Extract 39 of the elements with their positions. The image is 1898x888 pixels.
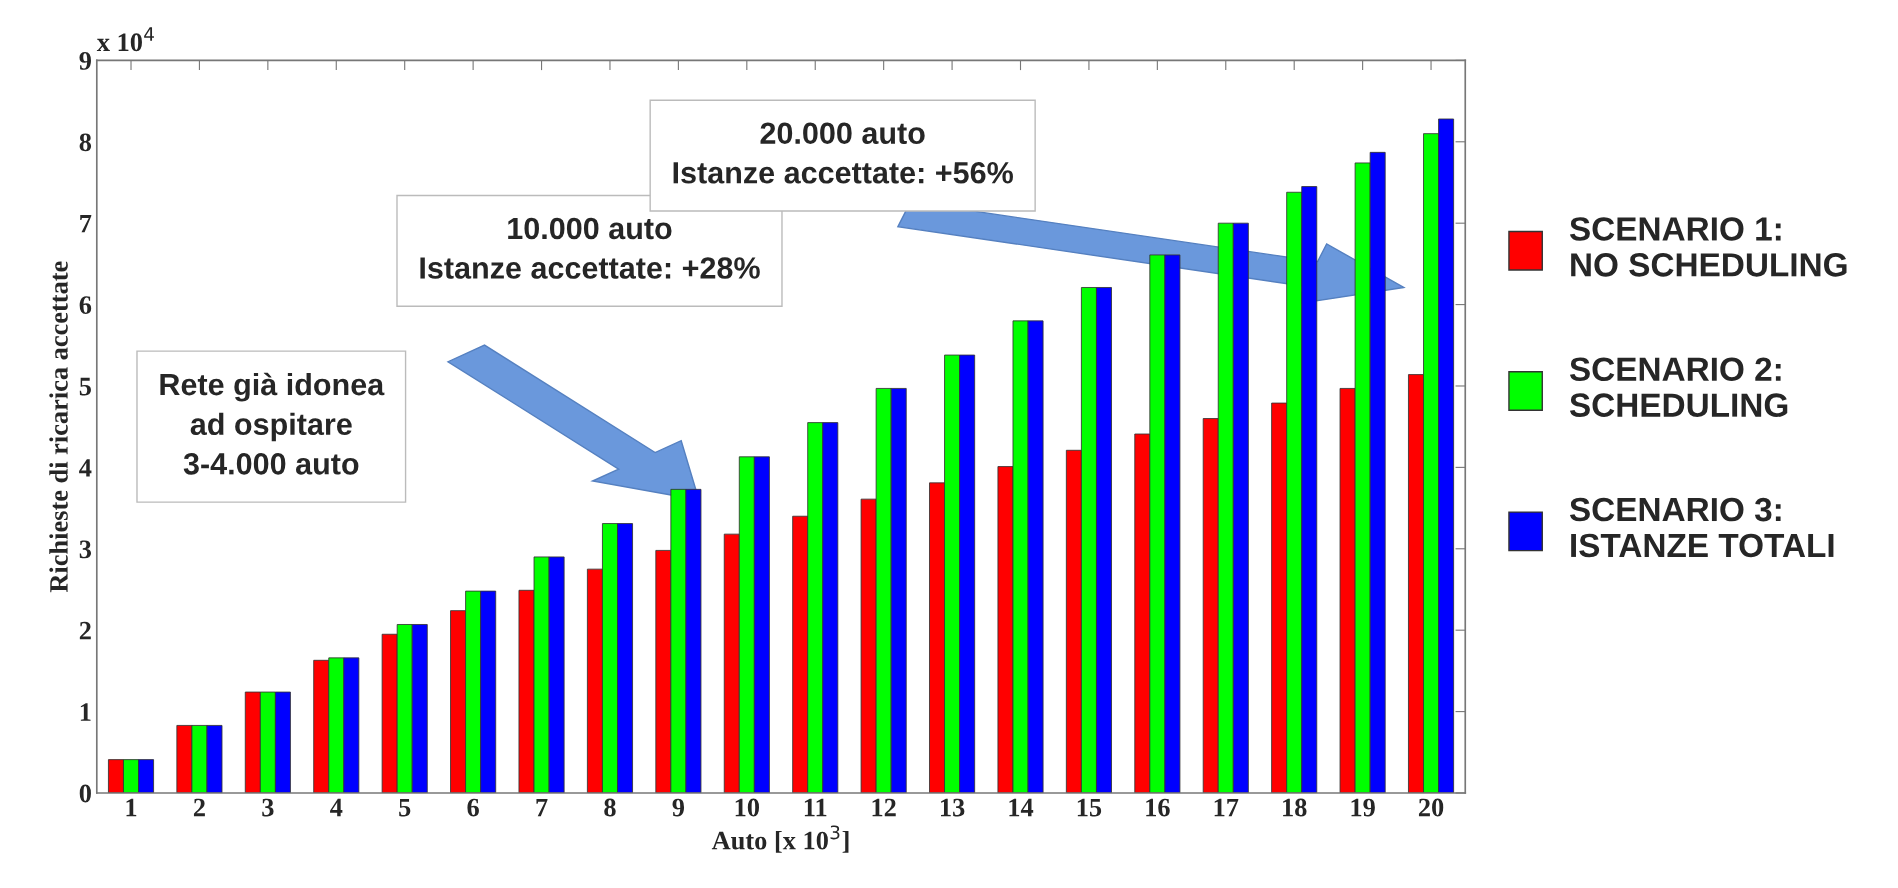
x-axis-title: Auto [x 10$^{3}$] (711, 825, 849, 853)
y-tick-label: 6 (79, 296, 92, 314)
annotation: 20.000 auto Istanze accettate: +56% (673, 122, 1013, 184)
x-tick-label: 1 (126, 798, 137, 817)
x-tick-label: 4 (330, 798, 343, 817)
y-axis-title: Richieste di ricarica accettate (49, 261, 68, 593)
x-tick-label: 7 (536, 798, 548, 817)
legend-label: SCENARIO 1: NO SCHEDULING (1569, 217, 1847, 277)
y-tick-label: 1 (80, 703, 91, 721)
y-tick-label: 5 (79, 377, 91, 396)
text: x 10$^{4}$ (96, 27, 154, 52)
x-tick-label: 3 (262, 798, 274, 817)
x-tick-label: 10 (735, 798, 759, 817)
y-tick-label: 4 (79, 459, 92, 477)
annotation: 10.000 auto Istanze accettate: +28% (420, 217, 760, 279)
y-tick-label: 7 (80, 215, 92, 233)
x-tick-label: 17 (1214, 798, 1239, 817)
x-tick-label: 6 (467, 798, 479, 817)
legend-label: SCENARIO 3: ISTANZE TOTALI (1569, 497, 1834, 558)
legend-label: SCENARIO 2: SCHEDULING (1569, 357, 1788, 417)
y-tick-label: 3 (79, 540, 92, 559)
x-tick-label: 12 (872, 798, 896, 817)
x-tick-label: 13 (941, 798, 965, 817)
x-tick-label: 11 (804, 798, 827, 817)
y-tick-label: 0 (79, 784, 91, 803)
x-tick-label: 2 (193, 798, 205, 817)
x-tick-label: 19 (1351, 798, 1375, 817)
x-tick-label: 9 (672, 798, 685, 817)
x-tick-label: 20 (1418, 798, 1444, 817)
x-tick-label: 5 (399, 798, 411, 817)
x-tick-label: 8 (604, 798, 616, 817)
y-tick-label: 9 (79, 52, 91, 70)
x-tick-label: 14 (1009, 798, 1034, 817)
y-tick-label: 8 (79, 133, 92, 152)
y-tick-label: 2 (79, 621, 91, 640)
x-tick-label: 18 (1283, 798, 1307, 817)
annotation: Rete già idonea ad ospitare 3-4.000 auto (160, 372, 385, 475)
x-tick-label: 16 (1146, 798, 1170, 817)
x-tick-label: 15 (1077, 798, 1102, 817)
